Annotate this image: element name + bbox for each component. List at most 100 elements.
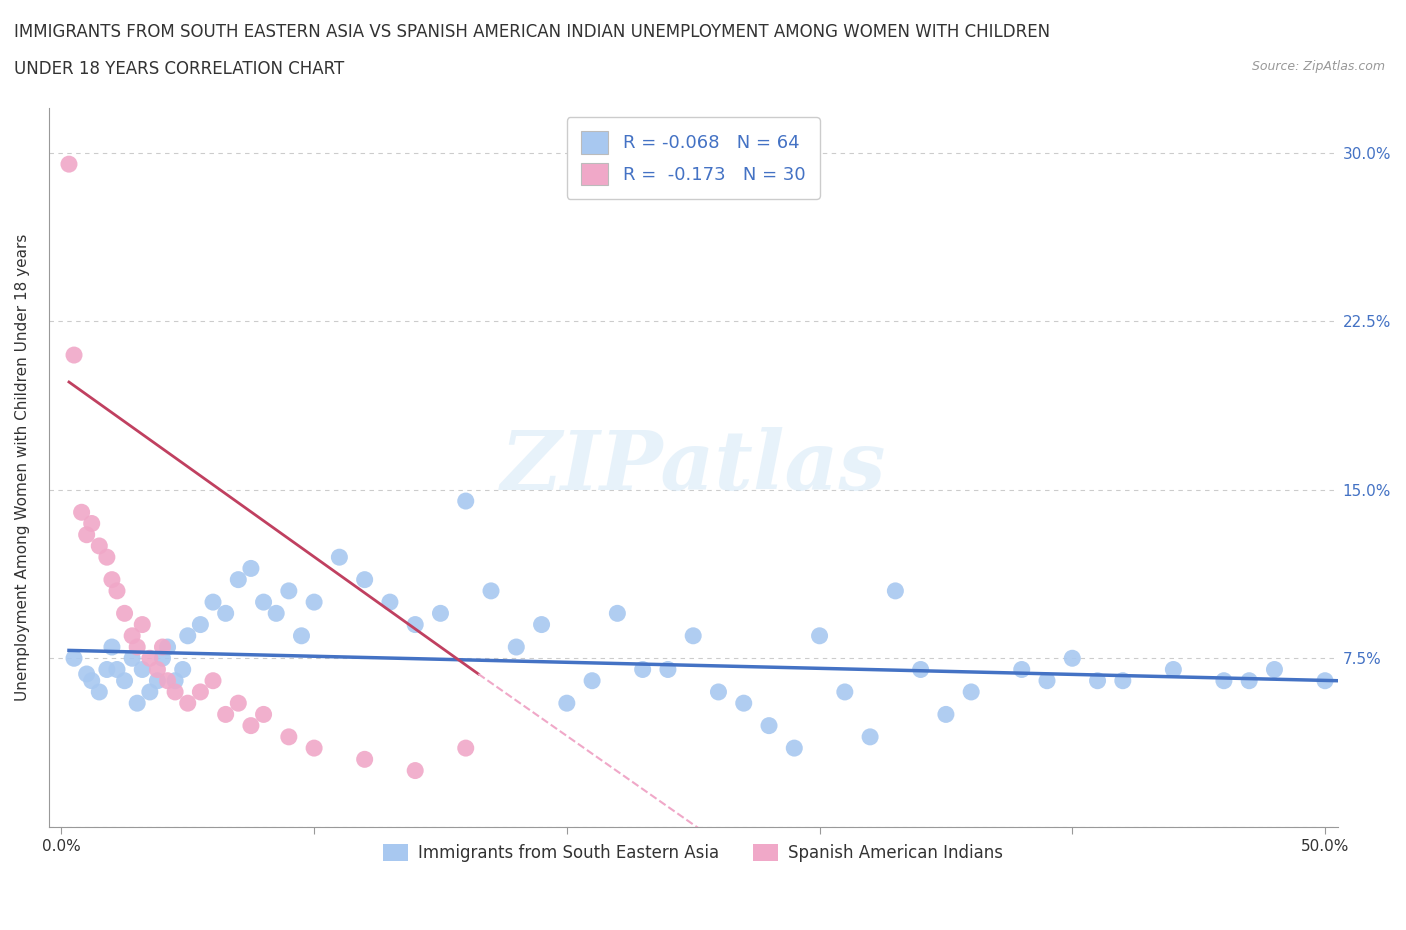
Point xyxy=(131,662,153,677)
Point xyxy=(733,696,755,711)
Point xyxy=(555,696,578,711)
Point xyxy=(657,662,679,677)
Point xyxy=(139,684,162,699)
Point xyxy=(127,640,149,655)
Point xyxy=(834,684,856,699)
Point xyxy=(121,629,143,644)
Point xyxy=(758,718,780,733)
Point xyxy=(202,673,225,688)
Point xyxy=(214,606,236,621)
Point xyxy=(859,729,882,744)
Point xyxy=(127,696,149,711)
Point xyxy=(1062,651,1084,666)
Point xyxy=(264,606,287,621)
Point xyxy=(239,561,262,576)
Point xyxy=(239,718,262,733)
Point xyxy=(454,494,477,509)
Point xyxy=(89,684,111,699)
Point xyxy=(1011,662,1033,677)
Point xyxy=(214,707,236,722)
Point xyxy=(76,527,98,542)
Point xyxy=(58,157,80,172)
Point xyxy=(156,673,179,688)
Point xyxy=(76,667,98,682)
Point xyxy=(152,640,174,655)
Point xyxy=(1087,673,1109,688)
Point xyxy=(105,583,128,598)
Point xyxy=(96,550,118,565)
Legend: Immigrants from South Eastern Asia, Spanish American Indians: Immigrants from South Eastern Asia, Span… xyxy=(377,837,1010,869)
Point xyxy=(80,673,103,688)
Point xyxy=(190,684,212,699)
Point xyxy=(105,662,128,677)
Point xyxy=(404,618,426,632)
Point xyxy=(302,740,325,755)
Point xyxy=(165,684,187,699)
Point xyxy=(378,594,401,609)
Point xyxy=(177,696,200,711)
Point xyxy=(114,606,136,621)
Point xyxy=(252,594,274,609)
Point xyxy=(505,640,527,655)
Point xyxy=(1112,673,1135,688)
Point xyxy=(252,707,274,722)
Point xyxy=(707,684,730,699)
Point xyxy=(277,729,299,744)
Text: ZIPatlas: ZIPatlas xyxy=(501,428,886,508)
Point xyxy=(429,606,451,621)
Point xyxy=(479,583,502,598)
Point xyxy=(454,740,477,755)
Point xyxy=(177,629,200,644)
Point xyxy=(80,516,103,531)
Point xyxy=(96,662,118,677)
Point xyxy=(884,583,907,598)
Point xyxy=(131,618,153,632)
Point xyxy=(101,572,124,587)
Text: IMMIGRANTS FROM SOUTH EASTERN ASIA VS SPANISH AMERICAN INDIAN UNEMPLOYMENT AMONG: IMMIGRANTS FROM SOUTH EASTERN ASIA VS SP… xyxy=(14,23,1050,41)
Point xyxy=(1163,662,1185,677)
Point xyxy=(152,651,174,666)
Point xyxy=(63,651,86,666)
Point xyxy=(156,640,179,655)
Point xyxy=(89,538,111,553)
Point xyxy=(1263,662,1285,677)
Point xyxy=(226,696,249,711)
Point xyxy=(277,583,299,598)
Point xyxy=(290,629,312,644)
Point xyxy=(581,673,603,688)
Point xyxy=(63,348,86,363)
Point xyxy=(101,640,124,655)
Point xyxy=(226,572,249,587)
Point xyxy=(146,673,169,688)
Point xyxy=(70,505,93,520)
Point xyxy=(1036,673,1059,688)
Point xyxy=(302,594,325,609)
Point xyxy=(935,707,957,722)
Point xyxy=(114,673,136,688)
Point xyxy=(121,651,143,666)
Point xyxy=(353,572,375,587)
Point xyxy=(1212,673,1234,688)
Text: Source: ZipAtlas.com: Source: ZipAtlas.com xyxy=(1251,60,1385,73)
Point xyxy=(530,618,553,632)
Point xyxy=(631,662,654,677)
Point xyxy=(783,740,806,755)
Point xyxy=(165,673,187,688)
Point xyxy=(606,606,628,621)
Point xyxy=(202,594,225,609)
Point xyxy=(808,629,831,644)
Point xyxy=(960,684,983,699)
Point xyxy=(404,764,426,778)
Point xyxy=(139,651,162,666)
Point xyxy=(682,629,704,644)
Point xyxy=(190,618,212,632)
Point xyxy=(328,550,350,565)
Point xyxy=(146,662,169,677)
Point xyxy=(1237,673,1260,688)
Text: UNDER 18 YEARS CORRELATION CHART: UNDER 18 YEARS CORRELATION CHART xyxy=(14,60,344,78)
Point xyxy=(1313,673,1336,688)
Y-axis label: Unemployment Among Women with Children Under 18 years: Unemployment Among Women with Children U… xyxy=(15,233,30,701)
Point xyxy=(353,751,375,766)
Point xyxy=(172,662,194,677)
Point xyxy=(910,662,932,677)
